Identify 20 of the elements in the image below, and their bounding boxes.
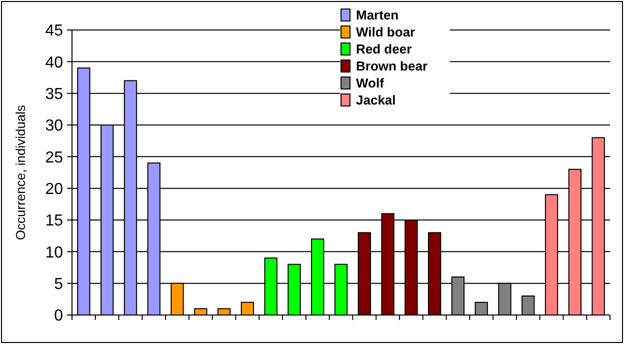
y-tick-label: 30 bbox=[45, 118, 64, 135]
y-tick-label: 40 bbox=[45, 54, 64, 72]
legend-label: Brown bear bbox=[356, 58, 428, 74]
legend-label: Red deer bbox=[356, 42, 412, 57]
y-tick-label: 20 bbox=[45, 180, 64, 198]
legend-label: Wolf bbox=[356, 76, 385, 91]
bar bbox=[474, 302, 488, 316]
y-tick-label: 10 bbox=[45, 244, 64, 262]
legend-label: Jackal bbox=[356, 92, 396, 108]
legend-label: Wild boar bbox=[356, 24, 416, 40]
y-tick-label: 5 bbox=[54, 276, 64, 293]
y-tick-label: 25 bbox=[45, 149, 64, 166]
y-tick-label: 35 bbox=[45, 86, 64, 103]
y-axis-title: Occurrence, individuals bbox=[13, 104, 28, 240]
y-tick-label: 45 bbox=[45, 22, 64, 40]
y-tick-label: 15 bbox=[45, 212, 64, 230]
legend-label: Marten bbox=[356, 8, 399, 23]
y-tick-label: 0 bbox=[54, 308, 64, 325]
bar bbox=[522, 296, 535, 316]
bar bbox=[240, 302, 254, 316]
